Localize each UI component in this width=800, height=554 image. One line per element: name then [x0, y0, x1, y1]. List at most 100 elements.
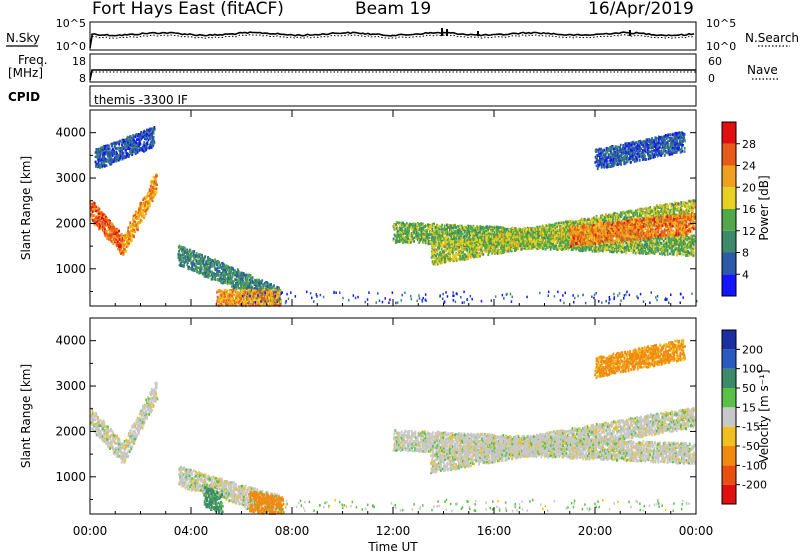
scatter-cell: [116, 245, 118, 248]
scatter-cell: [140, 143, 142, 146]
scatter-cell: [191, 265, 193, 268]
scatter-cell: [102, 216, 104, 219]
nsky-trace: [90, 32, 694, 48]
scatter-cell: [95, 205, 97, 208]
scatter-cell: [242, 278, 244, 281]
scatter-cell: [149, 190, 151, 193]
scatter-cell: [97, 220, 99, 223]
freq-tick-bottom: 8: [79, 72, 86, 85]
scatter-cell: [240, 285, 242, 288]
scatter-cell: [103, 155, 105, 158]
scatter-cell: [240, 282, 242, 285]
scatter-cell: [184, 247, 186, 250]
scatter-cell: [142, 213, 144, 216]
scatter-cell: [154, 141, 156, 144]
scatter-cell: [143, 141, 145, 144]
scatter-cell: [130, 141, 132, 144]
scatter-cell: [238, 278, 240, 281]
scatter-cell: [153, 132, 155, 135]
scatter-cell: [104, 165, 106, 168]
scatter-cell: [227, 283, 229, 286]
station-title: Fort Hays East (fitACF): [92, 0, 284, 19]
scatter-cell: [119, 244, 121, 247]
freq-tick-top: 18: [72, 55, 86, 68]
scatter-cell: [178, 256, 180, 259]
scatter-cell: [141, 202, 143, 205]
scatter-cell: [104, 162, 106, 165]
scatter-cell: [130, 152, 132, 155]
scatter-cell: [127, 139, 129, 142]
scatter-cell: [196, 252, 198, 255]
freq-strip-traces: [90, 70, 696, 80]
scatter-cell: [152, 138, 154, 141]
scatter-cell: [116, 143, 118, 146]
scatter-cell: [126, 246, 128, 249]
scatter-cell: [182, 260, 184, 263]
scatter-cell: [193, 268, 195, 271]
scatter-cell: [128, 245, 130, 248]
scatter-cell: [211, 263, 213, 266]
scatter-cell: [219, 270, 221, 273]
scatter-cell: [137, 151, 139, 154]
scatter-cell: [156, 183, 158, 186]
scatter-cell: [118, 143, 120, 146]
scatter-cell: [138, 215, 140, 218]
nsky-label: N.Sky: [6, 31, 40, 45]
noise-strip-traces: [90, 28, 694, 48]
scatter-cell: [130, 229, 132, 232]
scatter-cell: [126, 250, 128, 253]
scatter-cell: [133, 234, 135, 237]
scatter-cell: [209, 275, 211, 278]
scatter-cell: [118, 230, 120, 233]
scatter-cell: [207, 266, 209, 269]
scatter-cell: [128, 147, 130, 150]
freq-strip-frame: [90, 54, 696, 82]
scatter-cell: [187, 250, 189, 253]
scatter-cell: [203, 257, 205, 260]
scatter-cell: [225, 281, 227, 284]
scatter-cell: [145, 196, 147, 199]
scatter-cell: [229, 274, 231, 277]
cpid-text: themis -3300 IF: [94, 93, 188, 107]
scatter-cell: [219, 274, 221, 277]
cpid-label: CPID: [8, 90, 40, 104]
scatter-cell: [154, 126, 156, 129]
scatter-cell: [152, 130, 154, 133]
scatter-cell: [91, 215, 93, 218]
scatter-cell: [230, 279, 232, 282]
scatter-cell: [117, 147, 119, 150]
scatter-cell: [109, 221, 111, 224]
scatter-cell: [203, 261, 205, 264]
scatter-cell: [119, 157, 121, 160]
scatter-cell: [238, 287, 240, 290]
scatter-cell: [92, 208, 94, 211]
scatter-cell: [183, 264, 185, 267]
scatter-cell: [99, 208, 101, 211]
scatter-cell: [156, 191, 158, 194]
scatter-cell: [224, 276, 226, 279]
scatter-cell: [108, 145, 110, 148]
scatter-cell: [195, 255, 197, 258]
scatter-cell: [232, 275, 234, 278]
date-title: 16/Apr/2019: [588, 0, 694, 19]
scatter-cell: [219, 265, 221, 268]
scatter-cell: [106, 164, 108, 167]
scatter-cell: [155, 180, 157, 183]
scatter-cell: [226, 264, 228, 267]
scatter-cell: [99, 166, 101, 169]
scatter-cell: [127, 227, 129, 230]
scatter-cell: [128, 154, 130, 157]
scatter-cell: [199, 272, 201, 275]
scatter-cell: [135, 210, 137, 213]
noise-tick-top-left: 10^5: [56, 17, 86, 30]
scatter-cell: [147, 142, 149, 145]
scatter-cell: [102, 223, 104, 226]
scatter-cell: [151, 180, 153, 183]
scatter-cell: [107, 159, 109, 162]
scatter-cell: [152, 145, 154, 148]
scatter-cell: [195, 259, 197, 262]
scatter-cell: [143, 131, 145, 134]
scatter-cell: [127, 136, 129, 139]
scatter-cell: [217, 278, 219, 281]
scatter-cell: [129, 221, 131, 224]
